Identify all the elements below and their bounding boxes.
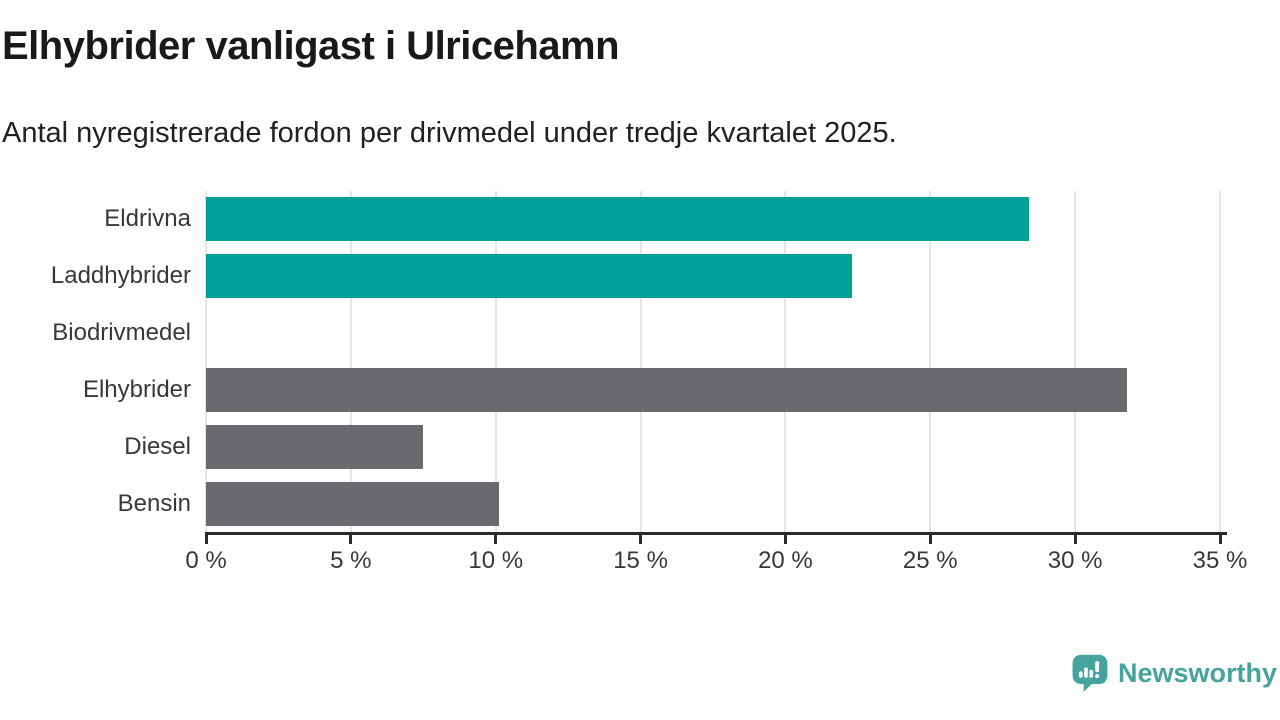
category-label-elhybrider: Elhybrider <box>82 375 191 403</box>
x-tick-label-20: 20 % <box>758 547 813 574</box>
category-label-eldrivna: Eldrivna <box>104 205 191 233</box>
category-label-biodrivmedel: Biodrivmedel <box>52 319 191 347</box>
bar-chart: Eldrivna Laddhybrider Biodrivmedel Elhybrid… <box>0 191 1280 591</box>
x-axis-tick-30 <box>1073 535 1077 544</box>
plot-area <box>205 191 1221 532</box>
gridline-0 <box>205 191 207 532</box>
gridline-35 <box>1219 191 1221 532</box>
bar-bensin <box>206 481 499 526</box>
gridline-5 <box>349 191 352 532</box>
x-tick-label-35: 35 % <box>1192 547 1248 574</box>
newsworthy-logo-icon <box>1072 654 1108 692</box>
category-label-laddhybrider: Laddhybrider <box>50 262 191 290</box>
x-axis-tick-20 <box>783 535 787 544</box>
x-axis-tick-5 <box>349 535 353 544</box>
bar-eldrivna <box>206 197 1029 242</box>
bar-laddhybrider <box>206 254 853 299</box>
gridline-10 <box>494 191 497 532</box>
gridline-20 <box>784 191 787 532</box>
bar-row-eldrivna <box>206 191 1220 248</box>
x-axis-line <box>205 532 1227 535</box>
bar-diesel <box>206 424 424 469</box>
x-tick-label-5: 5 % <box>330 547 372 574</box>
category-labels: Eldrivna Laddhybrider Biodrivmedel Elhybrid… <box>0 191 191 532</box>
bar-row-elhybrider <box>206 361 1220 418</box>
x-axis-tick-15 <box>639 535 643 544</box>
bar-row-bensin <box>206 475 1220 532</box>
bar-rows <box>206 191 1220 532</box>
x-tick-label-30: 30 % <box>1047 547 1103 574</box>
newsworthy-brand-label: Newsworthy <box>1118 658 1278 688</box>
gridline-25 <box>929 191 932 532</box>
category-label-diesel: Diesel <box>124 432 191 460</box>
bar-row-diesel <box>206 418 1220 475</box>
category-label-bensin: Bensin <box>117 489 191 517</box>
chart-title: Elhybrider vanligast i Ulricehamn <box>2 24 620 68</box>
bar-row-biodrivmedel <box>206 305 1220 362</box>
x-tick-label-0: 0 % <box>185 547 227 574</box>
x-axis-tick-35 <box>1218 535 1222 544</box>
x-tick-label-15: 15 % <box>613 547 668 574</box>
gridline-15 <box>639 191 642 532</box>
x-tick-label-25: 25 % <box>902 547 958 574</box>
x-axis-tick-25 <box>928 535 932 544</box>
x-axis-tick-10 <box>494 535 498 544</box>
gridline-30 <box>1074 191 1077 532</box>
bar-row-laddhybrider <box>206 248 1220 305</box>
newsworthy-logo: Newsworthy <box>1071 653 1277 699</box>
x-axis-tick-0 <box>204 535 208 544</box>
x-tick-label-10: 10 % <box>468 547 524 574</box>
bar-elhybrider <box>206 367 1128 412</box>
chart-subtitle: Antal nyregistrerade fordon per drivmede… <box>2 117 897 149</box>
